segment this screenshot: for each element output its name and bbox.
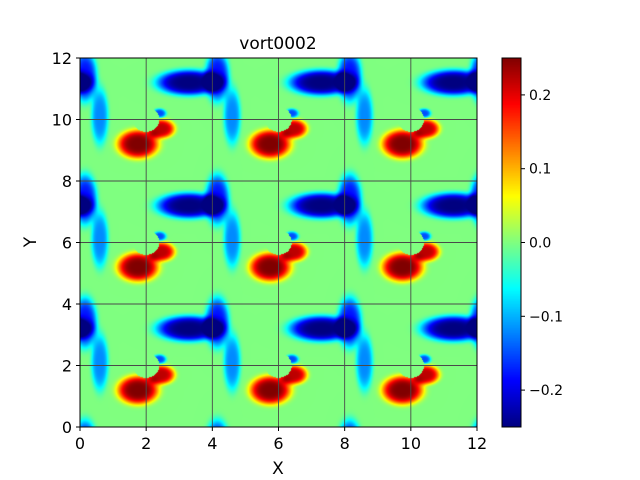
y-tick-label: 12 [52, 49, 72, 68]
colorbar-tick-label: 0.0 [529, 236, 551, 252]
x-tick-label: 0 [75, 434, 85, 453]
colorbar [502, 58, 521, 427]
x-tick-label: 4 [207, 434, 217, 453]
y-tick-label: 0 [62, 418, 72, 437]
x-axis-ticks: 0 2 4 6 8 10 12 [75, 427, 487, 453]
colorbar-tick-label: −0.1 [529, 309, 563, 325]
colorbar-ticks: 0.2 0.1 0.0 −0.1 −0.2 [521, 88, 563, 399]
colorbar-tick-label: 0.2 [529, 88, 551, 104]
x-tick-label: 6 [273, 434, 283, 453]
y-tick-label: 6 [62, 234, 72, 253]
x-tick-label: 2 [141, 434, 151, 453]
x-axis-label: X [272, 459, 284, 479]
chart-title: vort0002 [239, 34, 316, 54]
y-tick-label: 4 [62, 295, 72, 314]
y-axis-ticks: 0 2 4 6 8 10 12 [52, 49, 80, 437]
y-axis-label: Y [21, 236, 41, 248]
y-tick-label: 8 [62, 172, 72, 191]
y-tick-label: 10 [52, 111, 72, 130]
x-tick-label: 12 [467, 434, 487, 453]
colorbar-tick-label: −0.2 [529, 383, 563, 399]
y-tick-label: 2 [62, 357, 72, 376]
colorbar-tick-label: 0.1 [529, 162, 551, 178]
x-tick-label: 8 [340, 434, 350, 453]
x-tick-label: 10 [401, 434, 421, 453]
